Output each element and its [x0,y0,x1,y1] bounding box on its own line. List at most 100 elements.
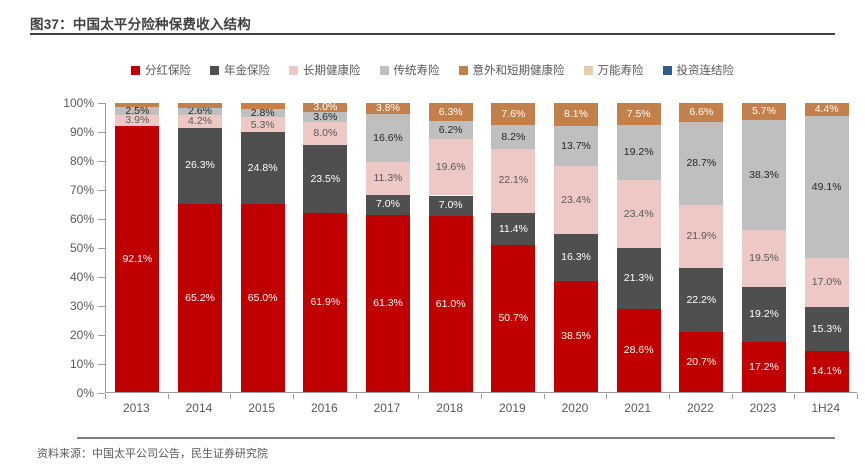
legend-item-4: 意外和短期健康险 [458,62,565,78]
bar-segment-label: 3.6% [313,110,338,123]
bar-2019: 50.7% 11.4% 22.1% 8.2% 7.6% [491,103,536,392]
bar-2017: 61.3% 7.0% 11.3% 16.6% 3.8% [366,103,410,392]
bar-segment-2018-3: 6.2% [428,120,473,139]
x-axis-tick [105,394,106,399]
bar-segment-label: 61.3% [373,297,403,310]
bar-segment-2023-1: 19.2% [742,286,786,343]
legend-item-2: 长期健康险 [289,62,361,78]
bar-segment-2021-1: 21.3% [616,247,661,310]
y-axis-tick [98,335,105,336]
bar-segment-2021-2: 23.4% [616,180,661,248]
bar-segment-1H24-0: 14.1% [804,351,849,392]
legend-swatch-icon [210,65,219,75]
bar-segment-2017-3: 16.6% [366,114,410,162]
x-axis-label: 2015 [248,401,275,415]
legend-swatch-icon [458,65,468,75]
bar-segment-label: 19.2% [623,146,654,159]
source-note: 资料来源：中国太平公司公告，民生证券研究院 [37,448,268,460]
x-axis-label: 2021 [624,401,651,415]
bar-segment-label: 8.0% [313,127,338,140]
legend-item-0: 分红保险 [131,62,191,78]
bar-segment-2016-4: 3.0% [303,101,348,114]
bar-segment-label: 49.1% [811,180,842,193]
x-axis-label: 2014 [185,401,213,415]
x-axis-tick [794,394,796,399]
figure-title: 图37：中国太平分险种保费收入结构 [30,17,251,32]
bar-segment-label: 5.3% [250,118,275,131]
x-axis-label: 1H24 [811,401,840,415]
chart-area: 92.1% 3.9% 2.5% 65.2% 26.3% 4.2% 2.6% 65.0% 24.8… [0,95,865,430]
bar-segment-2023-3: 38.3% [742,119,786,231]
bar-segment-label: 7.6% [501,107,526,120]
y-axis-label: 50% [69,241,94,255]
bar-segment-2018-1: 7.0% [428,195,473,216]
bar-segment-2022-1: 22.2% [679,268,724,333]
bar-1H24: 14.1% 15.3% 17.0% 49.1% 4.4% [804,103,849,392]
bar-segment-label: 7.0% [376,198,400,211]
bar-segment-label: 2.5% [125,104,150,117]
bar-segment-label: 61.0% [435,297,466,310]
bar-segment-2014-0: 65.2% [178,203,222,392]
bar-segment-2020-0: 38.5% [554,280,598,392]
y-axis-label: 80% [69,154,94,168]
legend-swatch-icon [583,65,593,75]
y-axis-label: 60% [69,212,94,226]
legend-item-1: 年金保险 [210,62,270,78]
bar-segment-label: 2.8% [250,106,275,119]
bar-segment-label: 15.3% [811,322,842,335]
bar-segment-label: 2.6% [188,105,212,118]
bar-segment-label: 16.3% [561,250,591,263]
bar-segment-label: 19.6% [435,160,466,173]
bar-segment-2020-3: 13.7% [554,126,598,167]
bar-segment-2022-4: 6.6% [679,102,724,122]
bar-segment-label: 11.4% [498,222,528,235]
bar-segment-2020-2: 23.4% [554,166,598,234]
y-axis-tick [98,364,105,365]
x-axis-label: 2017 [373,401,401,415]
x-axis-tick [230,394,232,399]
legend-label: 投资连结险 [676,65,735,77]
bar-segment-2017-4: 3.8% [366,103,410,114]
legend-label: 分红保险 [145,65,191,77]
bar-segment-2023-4: 5.7% [742,103,786,120]
x-axis-label: 2022 [686,401,714,415]
bar-segment-label: 16.6% [373,131,403,144]
bar-segment-label: 3.0% [313,101,338,114]
x-axis-tick [293,394,294,399]
bar-segment-2021-0: 28.6% [616,309,661,392]
bar-segment-label: 4.4% [814,103,839,116]
bar-segment-2017-1: 7.0% [366,194,410,215]
bar-segment-label: 38.5% [561,330,591,343]
plot-area: 92.1% 3.9% 2.5% 65.2% 26.3% 4.2% 2.6% 65.0% 24.8… [105,101,857,393]
bar-segment-label: 19.2% [749,308,779,321]
legend-swatch-icon [379,65,389,75]
x-axis-tick [481,394,482,399]
y-axis-label: 40% [69,270,94,284]
bar-2023: 17.2% 19.2% 19.5% 38.3% 5.7% [742,103,786,392]
legend-swatch-icon [662,65,672,75]
y-axis-label: 70% [69,183,94,197]
bar-segment-label: 23.4% [623,207,654,220]
bar-segment-label: 11.3% [373,172,403,185]
bar-segment-2015-4 [240,103,285,110]
y-axis-label: 100% [63,96,94,110]
bar-segment-label: 7.0% [438,199,463,212]
bar-segment-2019-1: 11.4% [491,212,536,246]
x-axis-label: 2013 [122,401,150,415]
legend-item-5: 万能寿险 [583,62,644,78]
bar-segment-2013-3: 2.5% [115,104,160,117]
bar-segment-label: 3.8% [376,102,400,115]
bar-segment-label: 92.1% [122,252,153,265]
bar-segment-label: 23.4% [561,193,591,206]
legend-label: 长期健康险 [303,65,361,77]
legend-label: 万能寿险 [597,65,644,77]
y-axis-tick [98,393,105,394]
y-axis-label: 30% [69,299,94,313]
bar-segment-label: 7.5% [626,107,651,120]
bar-2020: 38.5% 16.3% 23.4% 13.7% 8.1% [554,103,598,392]
x-axis-tick [857,394,858,399]
bar-segment-label: 17.2% [749,360,779,373]
bar-segment-label: 5.7% [752,105,776,118]
bar-segment-1H24-4: 4.4% [804,103,849,117]
bar-segment-label: 50.7% [498,312,529,325]
